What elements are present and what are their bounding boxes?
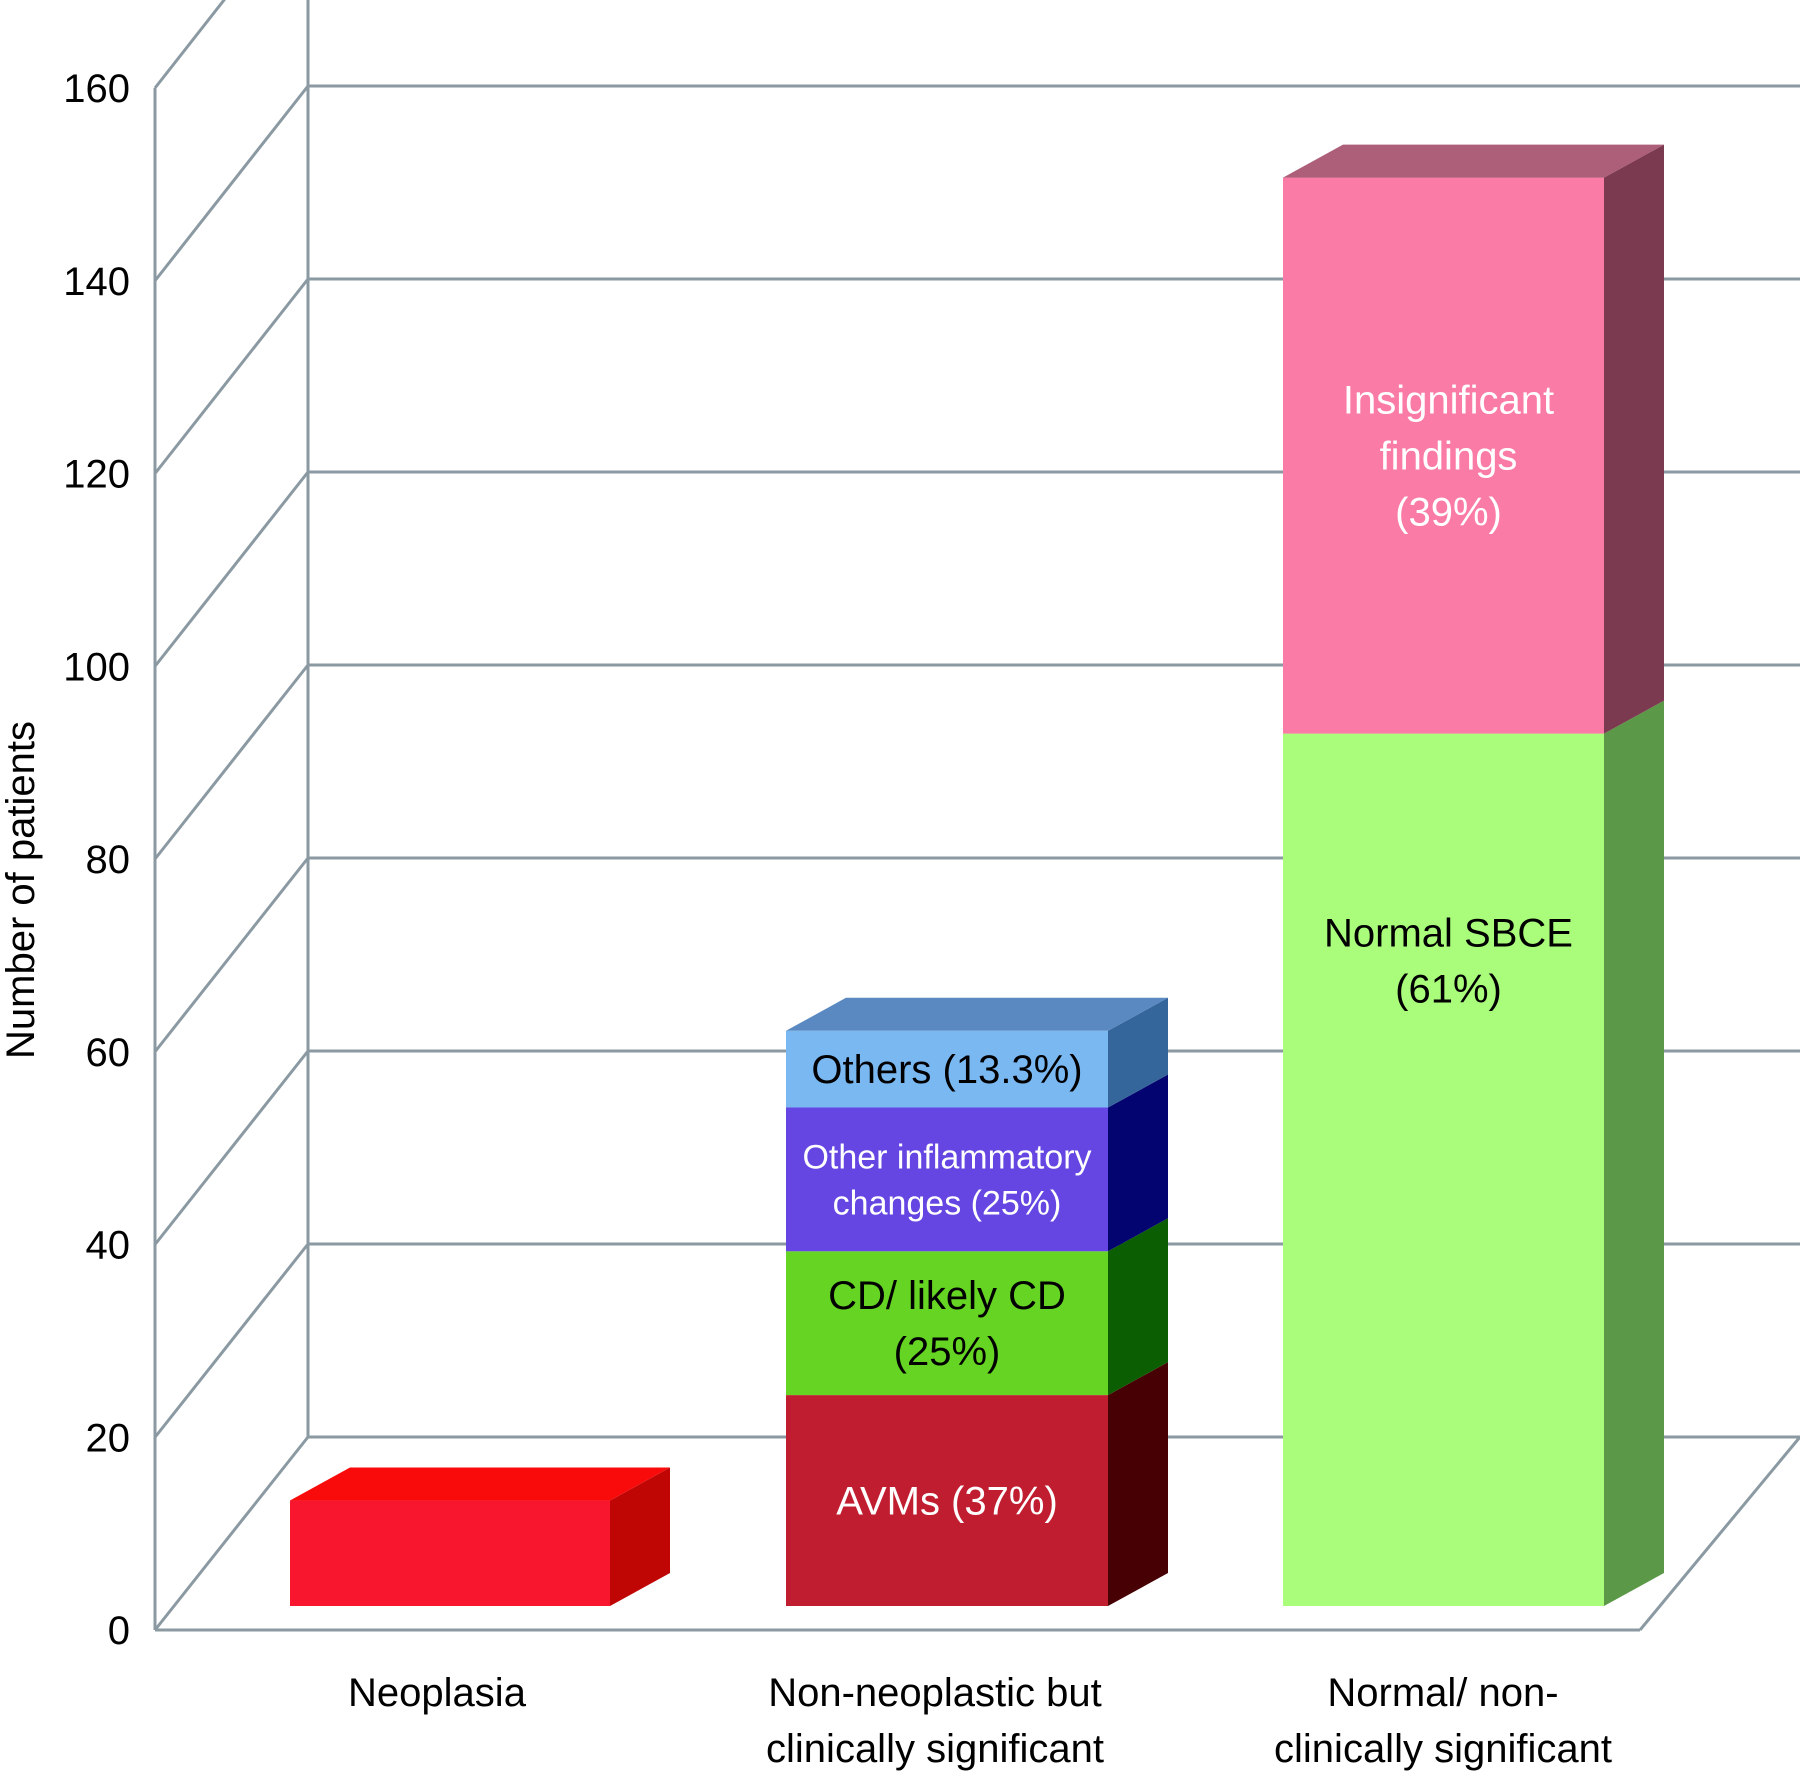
bar-top-face: [1283, 144, 1664, 178]
gridline-side: [153, 1243, 310, 1439]
y-tick-label: 60: [86, 1031, 131, 1075]
bar-segment-side: [1604, 144, 1664, 734]
bar-segment-side: [1108, 1074, 1168, 1252]
bar-segment-label: findings: [1380, 435, 1518, 479]
bar-segment-label: Others (13.3%): [811, 1048, 1082, 1092]
bar-segment-label: Other inflammatory: [802, 1138, 1091, 1176]
gridline-side: [153, 471, 310, 668]
y-tick-label: 100: [63, 645, 130, 689]
bar-segment-label: changes (25%): [833, 1184, 1062, 1222]
bar-segment-front: [786, 1395, 1108, 1606]
gridline-side: [153, 1436, 310, 1631]
bar-segment-label: (39%): [1395, 491, 1502, 535]
bar-segment-label: CD/ likely CD: [828, 1274, 1066, 1318]
x-axis-categories: Neoplasia Non-neoplastic but clinically si…: [348, 1671, 1612, 1771]
y-axis-ticks: 0 20 40 60 80 100 120 140 160: [63, 67, 130, 1653]
bar-segment-side: [1108, 1218, 1168, 1396]
bar-segment-front: [290, 1500, 610, 1606]
y-tick-label: 80: [86, 838, 131, 882]
y-tick-label: 20: [86, 1416, 131, 1460]
gridline-side: [153, 1050, 310, 1246]
bar-segment-front: [786, 1251, 1108, 1396]
bar-segment-side: [1604, 700, 1664, 1606]
bar-segment-label: Insignificant: [1343, 379, 1554, 423]
bar-segment-side: [610, 1467, 670, 1606]
segment-labels: AVMs (37%) CD/ likely CD (25%) Other inflam…: [802, 379, 1573, 1524]
y-tick-label: 0: [108, 1609, 130, 1653]
y-tick-label: 120: [63, 453, 130, 497]
gridline-side: [153, 664, 310, 860]
x-category-label: clinically significant: [766, 1727, 1104, 1771]
bar-segment-label: Normal SBCE: [1324, 911, 1573, 955]
bar-segment-front: [786, 1030, 1108, 1108]
gridline-side: [153, 85, 310, 282]
y-tick-label: 40: [86, 1224, 131, 1268]
bar-segment-label: (25%): [894, 1330, 1001, 1374]
x-category-label: Non-neoplastic but: [768, 1671, 1102, 1715]
gridline-side: [153, 0, 226, 89]
bar-top-face: [290, 1467, 670, 1501]
bar-segment-side: [1108, 997, 1168, 1108]
bar-segment-front: [1283, 177, 1604, 734]
gridline-side: [153, 278, 310, 475]
bar-top-face: [786, 997, 1168, 1031]
floor-right-edge: [1638, 1436, 1800, 1631]
x-category-label: Normal/ non-: [1327, 1671, 1558, 1715]
bar-segment-front: [786, 1107, 1108, 1252]
bar-segment-side: [1108, 1362, 1168, 1606]
bar-segment-label: (61%): [1395, 967, 1502, 1011]
bar-segment-front: [1283, 733, 1604, 1606]
y-tick-label: 140: [63, 260, 130, 304]
x-category-label: clinically significant: [1274, 1727, 1612, 1771]
y-axis-title: Number of patients: [0, 721, 43, 1059]
gridline-side: [153, 857, 310, 1053]
bars-layer: [290, 144, 1664, 1606]
bar-segment-label: AVMs (37%): [836, 1480, 1058, 1524]
y-tick-label: 160: [63, 67, 130, 111]
x-category-label: Neoplasia: [348, 1671, 527, 1715]
